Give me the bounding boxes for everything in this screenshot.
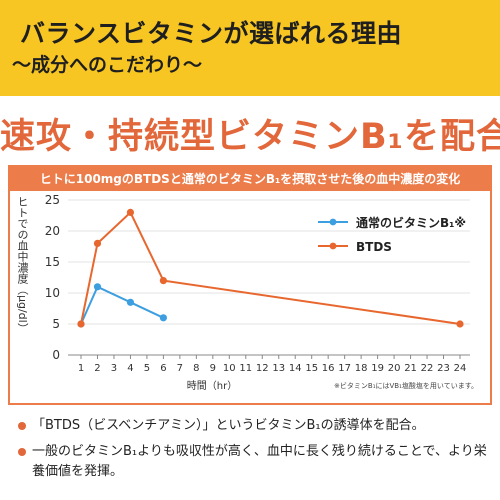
bullet-item: 「BTDS（ビスベンチアミン）」というビタミンB₁の誘導体を配合。 [18, 416, 488, 436]
x-tick-label: 20 [388, 363, 401, 374]
x-tick-label: 19 [371, 363, 384, 374]
bullet-dot-icon [18, 448, 26, 456]
x-tick-label: 9 [210, 363, 216, 374]
bullet-text: 「BTDS（ビスベンチアミン）」というビタミンB₁の誘導体を配合。 [32, 418, 425, 433]
x-tick-label: 17 [338, 363, 351, 374]
data-point [94, 283, 101, 290]
data-point [456, 320, 463, 327]
x-axis-label: 時間（hr） [187, 380, 237, 392]
legend-label: 通常のビタミンB₁※ [356, 215, 466, 230]
data-point [160, 277, 167, 284]
x-tick-label: 2 [94, 363, 100, 374]
y-tick-label: 10 [45, 286, 60, 300]
x-tick-label: 14 [289, 363, 302, 374]
x-tick-label: 5 [144, 363, 150, 374]
y-tick-label: 20 [45, 224, 60, 238]
x-tick-label: 7 [177, 363, 183, 374]
x-tick-label: 15 [305, 363, 318, 374]
bullet-list: 「BTDS（ビスベンチアミン）」というビタミンB₁の誘導体を配合。 一般のビタミ… [18, 416, 488, 482]
y-tick-label: 5 [52, 317, 60, 331]
x-tick-label: 12 [256, 363, 269, 374]
x-tick-label: 22 [421, 363, 434, 374]
legend-marker [330, 243, 337, 250]
y-tick-label: 15 [45, 255, 60, 269]
series-line [81, 287, 163, 324]
x-tick-label: 24 [454, 363, 467, 374]
legend-label: BTDS [356, 240, 392, 254]
bullet-item: 一般のビタミンB₁よりも吸収性が高く、血中に長く残り続けることで、より栄養価値を… [18, 442, 488, 482]
x-tick-label: 1 [78, 363, 84, 374]
legend-marker [330, 219, 337, 226]
bullet-dot-icon [18, 422, 26, 430]
x-tick-label: 16 [322, 363, 335, 374]
x-tick-label: 10 [223, 363, 236, 374]
x-tick-label: 3 [111, 363, 117, 374]
y-tick-label: 0 [52, 348, 60, 362]
x-tick-label: 21 [404, 363, 417, 374]
data-point [94, 240, 101, 247]
data-point [160, 314, 167, 321]
data-point [77, 320, 84, 327]
x-tick-label: 8 [193, 363, 199, 374]
x-tick-label: 18 [355, 363, 368, 374]
x-tick-label: 13 [272, 363, 285, 374]
x-tick-label: 6 [160, 363, 166, 374]
bullet-text: 一般のビタミンB₁よりも吸収性が高く、血中に長く残り続けることで、より栄養価値を… [32, 444, 487, 479]
y-tick-label: 25 [45, 193, 60, 207]
x-tick-label: 4 [127, 363, 133, 374]
data-point [127, 299, 134, 306]
data-point [127, 209, 134, 216]
footnote: ※ビタミンB₁にはVB₁塩酸塩を用いています。 [334, 381, 478, 390]
x-tick-label: 23 [437, 363, 450, 374]
x-tick-label: 11 [239, 363, 252, 374]
